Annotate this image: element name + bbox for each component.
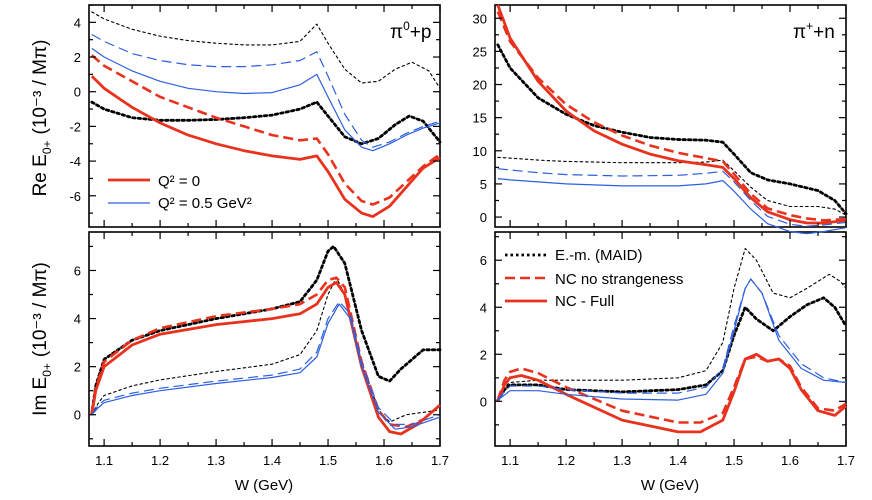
legend-nc-label: NC no strangeness xyxy=(555,271,683,288)
x-tick-label-im-pipn-2: 1.3 xyxy=(613,453,631,468)
y-axis-label-re-sub: 0+ xyxy=(40,140,54,154)
y-tick-label-re-pi0p-4: 2 xyxy=(74,50,81,65)
ticks-im-pi0p: 0 2 4 6 1.1 1.2 1.3 1.4 1.5 1.6 1.7 xyxy=(74,232,449,468)
panel-label-pipn-pi: π xyxy=(793,22,806,43)
panel-frame-re-pi0p xyxy=(88,4,441,228)
y-axis-label-im: Im E0+ (10⁻³ / Mπ) xyxy=(30,262,54,416)
x-tick-label-im-pi0p-4: 1.5 xyxy=(319,453,337,468)
series-line-re-pipn-0 xyxy=(496,43,848,216)
x-tick-label-im-pipn-5: 1.6 xyxy=(781,453,799,468)
legend-full-label: NC - Full xyxy=(555,293,614,310)
x-tick-label-im-pipn-4: 1.5 xyxy=(725,453,743,468)
panel-label-pipn: π++n xyxy=(793,19,835,43)
ticks-im-pipn: 0 2 4 6 1.1 1.2 1.3 1.4 1.5 1.6 1.7 xyxy=(480,232,855,468)
series-group-im-pi0p xyxy=(90,245,442,436)
y-tick-label-re-pipn-6: 30 xyxy=(473,11,487,26)
series-line-im-pi0p-4 xyxy=(91,301,441,425)
series-group-im-pipn xyxy=(496,247,848,434)
x-tick-label-im-pipn-0: 1.1 xyxy=(501,453,519,468)
x-axis-label-right: W (GeV) xyxy=(641,477,699,494)
series-group-re-pi0p xyxy=(90,11,442,218)
x-tick-label-im-pipn-1: 1.2 xyxy=(557,453,575,468)
series-line-re-pi0p-2 xyxy=(90,54,441,206)
y-tick-label-re-pi0p-5: 4 xyxy=(74,15,81,30)
y-tick-label-re-pipn-2: 10 xyxy=(473,144,487,159)
y-axis-label-im-unit: (10⁻³ / Mπ) xyxy=(30,262,51,357)
panel-frame-im-pi0p xyxy=(88,231,441,447)
panel-label-pi0p-rest: +p xyxy=(410,22,432,43)
series-line-re-pipn-2 xyxy=(496,11,847,222)
y-tick-label-re-pi0p-2: -2 xyxy=(69,119,81,134)
series-line-im-pi0p-2 xyxy=(90,276,441,429)
series-line-re-pi0p-1 xyxy=(91,11,441,89)
series-line-re-pi0p-5 xyxy=(91,47,441,152)
y-tick-label-re-pi0p-3: 0 xyxy=(74,85,81,100)
legend-em-label: E.-m. (MAID) xyxy=(555,247,643,264)
series-line-im-pi0p-1 xyxy=(91,277,441,423)
series-line-im-pi0p-5 xyxy=(91,303,441,430)
series-line-im-pipn-1 xyxy=(497,247,847,400)
x-tick-label-im-pi0p-2: 1.3 xyxy=(207,453,225,468)
ticks-re-pi0p: -6 -4 -2 0 2 4 xyxy=(69,4,441,227)
legend-q2: Q² = 0 Q² = 0.5 GeV² xyxy=(108,173,252,212)
y-tick-label-im-pi0p-3: 6 xyxy=(74,263,81,278)
panel-frame-im-pipn xyxy=(494,231,847,447)
panel-frame-re-pipn xyxy=(494,4,847,228)
series-line-re-pi0p-3 xyxy=(90,75,441,218)
series-line-im-pipn-5 xyxy=(497,278,847,401)
x-tick-label-im-pi0p-3: 1.4 xyxy=(263,453,281,468)
x-tick-label-im-pi0p-0: 1.1 xyxy=(95,453,113,468)
y-tick-label-im-pipn-0: 0 xyxy=(480,394,487,409)
x-tick-label-im-pi0p-6: 1.7 xyxy=(431,453,449,468)
series-line-re-pipn-5 xyxy=(497,178,847,235)
y-tick-label-re-pipn-4: 20 xyxy=(473,78,487,93)
series-line-im-pi0p-3 xyxy=(90,281,441,436)
y-axis-label-im-main: Im E xyxy=(30,377,51,416)
series-line-re-pi0p-4 xyxy=(91,33,441,148)
series-line-im-pipn-4 xyxy=(497,278,847,400)
panel-label-pipn-rest: +n xyxy=(813,22,835,43)
y-axis-label-re-unit: (10⁻³ / Mπ) xyxy=(30,40,51,135)
x-tick-label-im-pi0p-5: 1.6 xyxy=(375,453,393,468)
series-line-im-pi0p-0 xyxy=(90,245,442,415)
series-line-re-pi0p-0 xyxy=(90,100,442,146)
y-tick-label-im-pipn-1: 2 xyxy=(480,347,487,362)
x-axis-label-left: W (GeV) xyxy=(235,477,293,494)
x-tick-label-im-pipn-3: 1.4 xyxy=(669,453,687,468)
series-line-re-pipn-1 xyxy=(497,156,847,216)
panel-label-pi0p: π0+p xyxy=(390,19,431,43)
y-axis-label-re-main: Re E xyxy=(30,154,51,196)
y-tick-label-im-pi0p-1: 2 xyxy=(74,360,81,375)
legend-models: E.-m. (MAID) NC no strangeness NC - Full xyxy=(505,247,683,310)
panel-label-pi0p-pi: π xyxy=(390,22,403,43)
series-line-re-pipn-3 xyxy=(496,4,847,225)
x-tick-label-im-pi0p-1: 1.2 xyxy=(151,453,169,468)
series-line-im-pipn-0 xyxy=(496,296,848,402)
y-tick-label-re-pi0p-1: -4 xyxy=(69,154,81,169)
y-axis-label-re: Re E0+ (10⁻³ / Mπ) xyxy=(30,40,54,197)
series-line-im-pipn-3 xyxy=(496,352,847,434)
y-tick-label-re-pipn-0: 0 xyxy=(480,210,487,225)
y-tick-label-re-pipn-1: 5 xyxy=(480,177,487,192)
y-tick-label-re-pi0p-0: -6 xyxy=(69,189,81,204)
legend-q2-05-label: Q² = 0.5 GeV² xyxy=(158,195,252,212)
y-tick-label-im-pipn-2: 4 xyxy=(480,300,487,315)
y-tick-label-im-pi0p-2: 4 xyxy=(74,312,81,327)
y-tick-label-im-pipn-3: 6 xyxy=(480,253,487,268)
y-axis-label-im-sub: 0+ xyxy=(40,363,54,377)
y-tick-label-re-pipn-5: 25 xyxy=(473,44,487,59)
y-tick-label-im-pi0p-0: 0 xyxy=(74,408,81,423)
x-tick-label-im-pipn-6: 1.7 xyxy=(837,453,855,468)
panel-label-pi0p-charge: 0 xyxy=(403,19,410,33)
panel-label-pipn-charge: + xyxy=(806,19,813,33)
ticks-re-pipn: 0 5 10 15 20 25 30 xyxy=(473,5,847,227)
y-tick-label-re-pipn-3: 15 xyxy=(473,111,487,126)
series-group-re-pipn xyxy=(496,4,848,235)
legend-q2-0-label: Q² = 0 xyxy=(158,173,200,190)
series-line-re-pipn-4 xyxy=(497,168,847,227)
